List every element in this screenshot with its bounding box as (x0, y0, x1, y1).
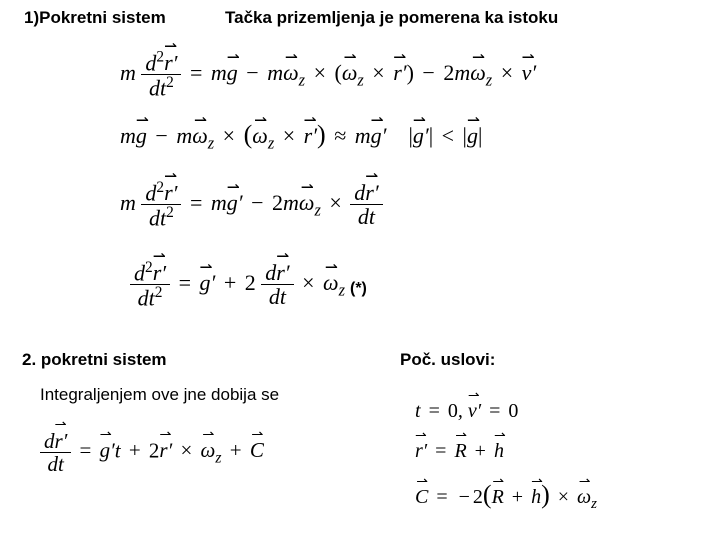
initial-condition-1: t = 0, ⇀v′ = 0 (415, 400, 518, 423)
equation-5: d⇀r′ dt = ⇀g′t + 2⇀r′ × ⇀ωz + ⇀C (40, 430, 264, 475)
equation-1: m d2⇀r′ dt2 = m⇀g − m⇀ωz × (⇀ωz × ⇀r′) −… (120, 50, 536, 100)
heading-initial-conditions: Poč. uslovi: (400, 350, 495, 370)
initial-condition-3: ⇀C = −2(⇀R + ⇀h) × ⇀ωz (415, 480, 597, 513)
equation-marker: (*) (350, 280, 367, 298)
equation-2: m⇀g − m⇀ωz × (⇀ωz × ⇀r′) ≈ m⇀g′ |⇀g′| < … (120, 120, 482, 153)
heading-system-2: 2. pokretni sistem (22, 350, 167, 370)
initial-condition-2: ⇀r′ = ⇀R + ⇀h (415, 440, 504, 463)
equation-4: d2⇀r′ dt2 = ⇀g′ + 2 d⇀r′ dt × ⇀ωz (130, 260, 345, 310)
heading-system-1: 1)Pokretni sistem (24, 8, 166, 28)
heading-east-shift: Tačka prizemljenja je pomerena ka istoku (225, 8, 558, 28)
equation-3: m d2⇀r′ dt2 = m⇀g′ − 2m⇀ωz × d⇀r′ dt (120, 180, 383, 230)
text-integration: Integraljenjem ove jne dobija se (40, 385, 279, 405)
